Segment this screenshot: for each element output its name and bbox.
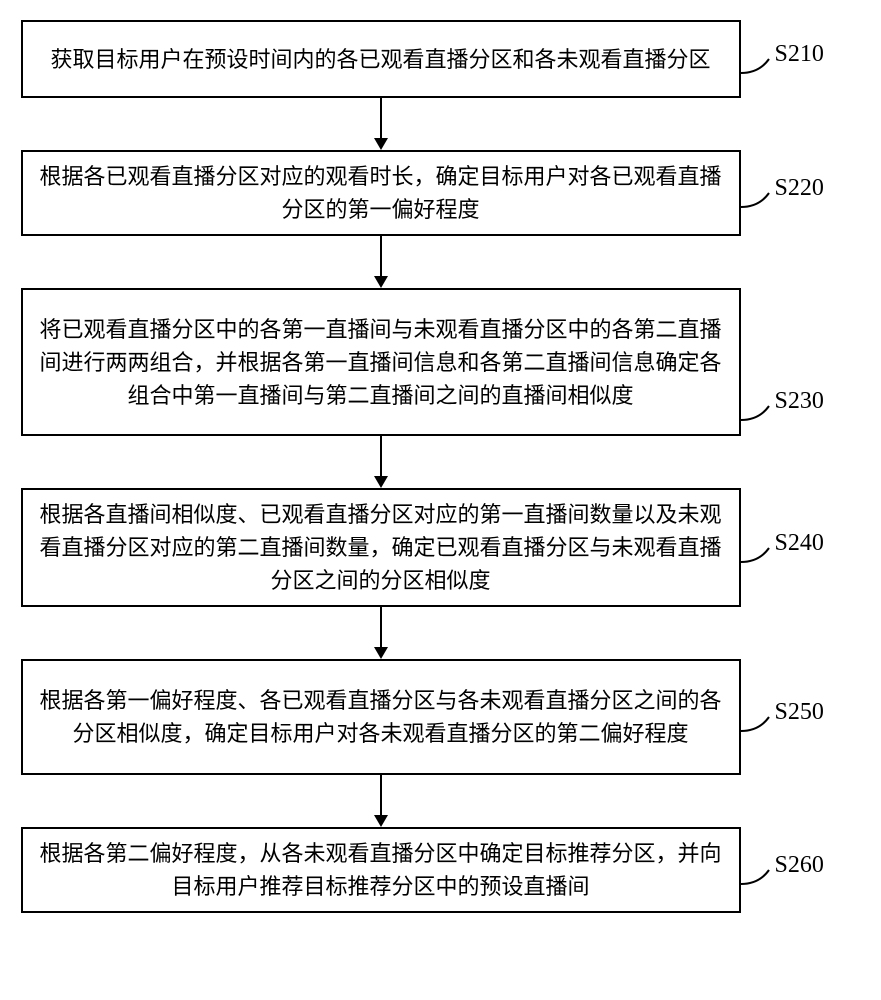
arrow-svg: [371, 607, 391, 659]
step-label: S260: [775, 852, 824, 879]
arrow-svg: [371, 436, 391, 488]
step-label: S250: [775, 699, 824, 726]
arrow: [21, 98, 741, 150]
step-row: 将已观看直播分区中的各第一直播间与未观看直播分区中的各第二直播间进行两两组合，并…: [11, 288, 871, 436]
step-label: S240: [775, 530, 824, 557]
step-box-s260: 根据各第二偏好程度，从各未观看直播分区中确定目标推荐分区，并向目标用户推荐目标推…: [21, 827, 741, 913]
step-text: 根据各已观看直播分区对应的观看时长，确定目标用户对各已观看直播分区的第一偏好程度: [37, 160, 725, 226]
step-label: S220: [775, 175, 824, 202]
step-text: 获取目标用户在预设时间内的各已观看直播分区和各未观看直播分区: [50, 43, 710, 76]
arrow: [21, 436, 741, 488]
arrow-svg: [371, 775, 391, 827]
step-row: 根据各第二偏好程度，从各未观看直播分区中确定目标推荐分区，并向目标用户推荐目标推…: [11, 827, 871, 913]
step-box-s240: 根据各直播间相似度、已观看直播分区对应的第一直播间数量以及未观看直播分区对应的第…: [21, 488, 741, 607]
arrow: [21, 607, 741, 659]
arrow-svg: [371, 236, 391, 288]
step-text: 将已观看直播分区中的各第一直播间与未观看直播分区中的各第二直播间进行两两组合，并…: [37, 313, 725, 412]
step-row: 根据各已观看直播分区对应的观看时长，确定目标用户对各已观看直播分区的第一偏好程度…: [11, 150, 871, 236]
step-label: S230: [775, 388, 824, 415]
step-row: 根据各第一偏好程度、各已观看直播分区与各未观看直播分区之间的各分区相似度，确定目…: [11, 659, 871, 775]
step-box-s210: 获取目标用户在预设时间内的各已观看直播分区和各未观看直播分区: [21, 20, 741, 98]
step-box-s230: 将已观看直播分区中的各第一直播间与未观看直播分区中的各第二直播间进行两两组合，并…: [21, 288, 741, 436]
step-row: 获取目标用户在预设时间内的各已观看直播分区和各未观看直播分区 S210: [11, 20, 871, 98]
arrow: [21, 775, 741, 827]
step-row: 根据各直播间相似度、已观看直播分区对应的第一直播间数量以及未观看直播分区对应的第…: [11, 488, 871, 607]
arrow-svg: [371, 98, 391, 150]
step-label: S210: [775, 41, 824, 68]
step-text: 根据各第二偏好程度，从各未观看直播分区中确定目标推荐分区，并向目标用户推荐目标推…: [37, 837, 725, 903]
step-box-s220: 根据各已观看直播分区对应的观看时长，确定目标用户对各已观看直播分区的第一偏好程度: [21, 150, 741, 236]
step-text: 根据各直播间相似度、已观看直播分区对应的第一直播间数量以及未观看直播分区对应的第…: [37, 498, 725, 597]
arrow: [21, 236, 741, 288]
step-box-s250: 根据各第一偏好程度、各已观看直播分区与各未观看直播分区之间的各分区相似度，确定目…: [21, 659, 741, 775]
flowchart-container: 获取目标用户在预设时间内的各已观看直播分区和各未观看直播分区 S210 根据各已…: [11, 20, 871, 913]
step-text: 根据各第一偏好程度、各已观看直播分区与各未观看直播分区之间的各分区相似度，确定目…: [37, 684, 725, 750]
